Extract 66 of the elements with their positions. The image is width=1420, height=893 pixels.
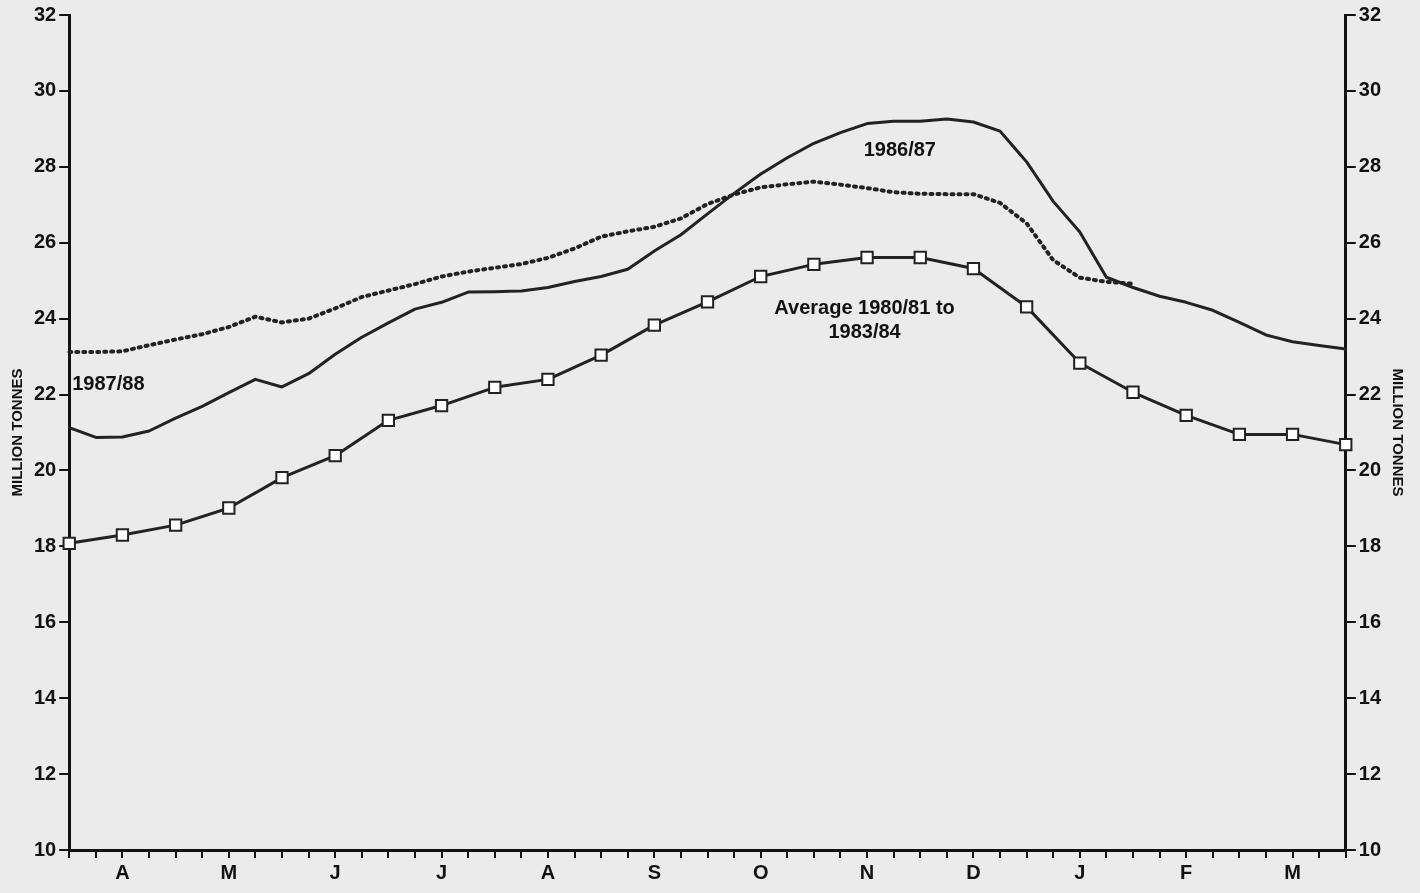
x-tick-label: M [1284, 860, 1301, 883]
y-tick-label: 30 [34, 78, 57, 101]
x-tick-label: J [436, 860, 448, 883]
x-tick-label: A [540, 860, 556, 883]
point [381, 413, 396, 428]
y2-tick-label: 26 [1358, 230, 1381, 253]
point [115, 528, 130, 542]
y2-tick-label: 22 [1358, 382, 1381, 405]
y2-tick-label: 32 [1358, 2, 1381, 25]
y-tick-label: 22 [34, 382, 57, 405]
point [1019, 300, 1034, 314]
y2-axis-title: MILLION TONNES [1389, 368, 1407, 497]
point [1179, 408, 1193, 423]
point [434, 398, 449, 413]
point [328, 449, 342, 463]
point [275, 471, 289, 485]
point [488, 380, 502, 394]
y-tick-label: 14 [34, 685, 58, 708]
y2-tick-label: 10 [1358, 837, 1381, 860]
y2-tick-label: 14 [1358, 685, 1382, 708]
x-tick-label: A [115, 860, 130, 883]
point [647, 318, 661, 332]
point [913, 250, 927, 265]
point [754, 269, 768, 284]
x-tick-label: J [1074, 860, 1086, 883]
point [1285, 427, 1300, 442]
y2-tick-label: 12 [1358, 761, 1381, 784]
y-tick-label: 12 [34, 761, 57, 784]
x-tick-label: J [329, 860, 341, 883]
series-label: 1987/88 [72, 371, 145, 394]
series-label: 1986/87 [863, 137, 936, 160]
y2-tick-label: 18 [1358, 533, 1381, 556]
series-label: Average 1980/81 to 1983/84 [774, 296, 955, 343]
point [541, 372, 555, 387]
y-tick-label: 26 [34, 230, 57, 253]
y-tick-label: 20 [34, 457, 57, 480]
y-tick-label: 32 [34, 2, 57, 25]
y-tick-label: 24 [34, 306, 58, 329]
x-tick-label: M [220, 860, 238, 883]
point [860, 250, 874, 265]
y-tick-label: 10 [34, 837, 57, 860]
y2-tick-label: 16 [1358, 609, 1381, 632]
point [700, 295, 715, 309]
point [966, 261, 981, 276]
point [594, 348, 608, 362]
y2-tick-label: 30 [1358, 78, 1381, 101]
y-axis-title: MILLION TONNES [8, 368, 26, 497]
y2-tick-label: 24 [1358, 306, 1382, 329]
point [1232, 427, 1247, 442]
y-tick-label: 16 [34, 609, 57, 632]
y-tick-label: 28 [34, 154, 57, 177]
y2-tick-label: 20 [1358, 457, 1381, 480]
y-tick-label: 18 [34, 533, 57, 556]
point [168, 518, 183, 532]
x-tick-label: N [859, 860, 875, 883]
x-tick-label: O [752, 860, 769, 883]
point [1339, 437, 1353, 452]
point [62, 536, 76, 550]
point [1073, 356, 1087, 370]
x-tick-label: F [1180, 860, 1193, 883]
point [222, 501, 236, 515]
point [807, 257, 821, 272]
y2-tick-label: 28 [1358, 154, 1381, 177]
x-tick-label: D [966, 860, 981, 883]
point [1126, 385, 1140, 399]
x-tick-label: S [647, 860, 661, 883]
